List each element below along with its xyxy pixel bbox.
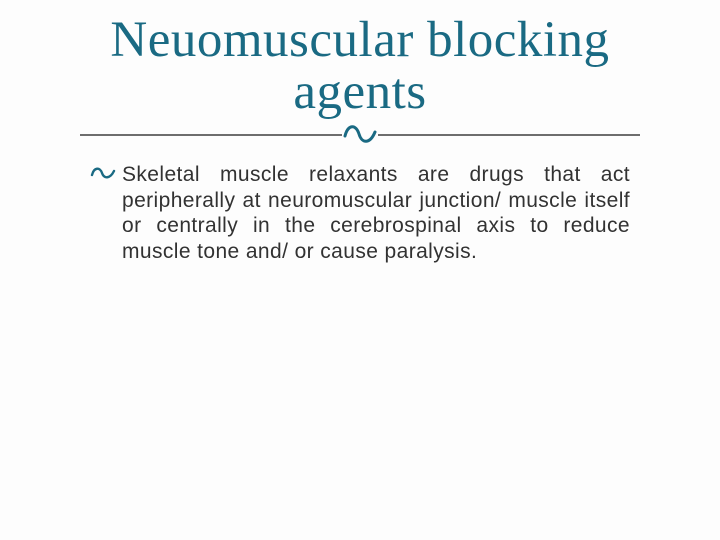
flourish-icon <box>342 120 378 146</box>
bullet-flourish-icon <box>90 162 122 264</box>
paragraph: Skeletal muscle relaxants are drugs that… <box>90 162 630 264</box>
body-content: Skeletal muscle relaxants are drugs that… <box>50 162 670 264</box>
slide-title: Neuomuscular blocking agents <box>50 14 670 118</box>
title-divider <box>50 114 670 152</box>
slide: Neuomuscular blocking agents Skeletal mu… <box>0 0 720 540</box>
paragraph-text: Skeletal muscle relaxants are drugs that… <box>122 162 630 264</box>
